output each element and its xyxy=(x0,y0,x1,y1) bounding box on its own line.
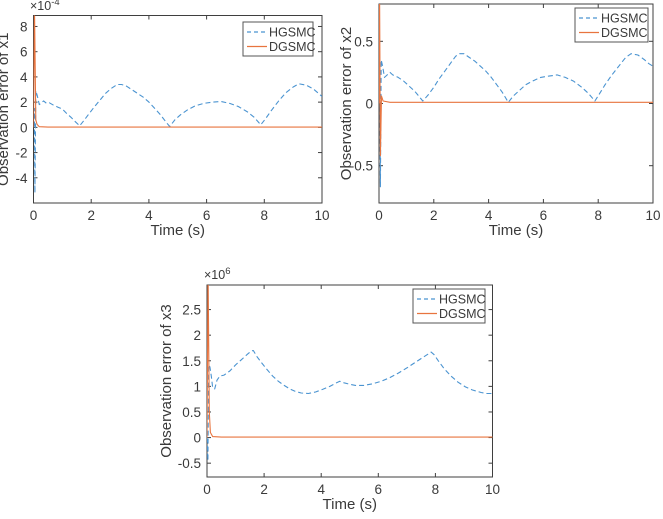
series-hgsmc-x3 xyxy=(207,349,493,462)
chart-x2: 0 2 4 6 8 10 -0.5 0 0.5 Time (s) Observation error… xyxy=(338,3,661,239)
y-tick-label: -0.5 xyxy=(178,456,201,471)
y-tick-label: 0 xyxy=(20,120,28,135)
x-tick-label: 8 xyxy=(432,482,440,497)
legend-label-dgsmc: DGSMC xyxy=(269,40,316,54)
series-dgsmc-x1 xyxy=(33,15,322,128)
y-tick-label: 0 xyxy=(193,431,201,446)
xlabel-x2: Time (s) xyxy=(489,222,543,239)
y-tick-label: 2 xyxy=(20,95,28,110)
y-tick-label: 8 xyxy=(20,19,28,34)
x-tick-label: 6 xyxy=(203,208,211,223)
y-tick-label: 2.5 xyxy=(182,303,201,318)
x-tick-label: 4 xyxy=(485,208,493,223)
x-tick-label: 6 xyxy=(540,208,548,223)
legend-label-dgsmc: DGSMC xyxy=(601,26,648,40)
y-tick-label: 0.5 xyxy=(354,34,373,49)
y-tick-label: 0 xyxy=(365,97,373,112)
ylabel-x1: Observation error of x1 xyxy=(0,33,12,186)
y-tick-label: 1 xyxy=(193,379,201,394)
x-tick-label: 2 xyxy=(260,482,268,497)
x-tick-label: 0 xyxy=(375,208,383,223)
series-dgsmc-x2 xyxy=(379,4,653,157)
y-tick-label: 0.5 xyxy=(182,405,201,420)
y-tick-label: 6 xyxy=(20,45,28,60)
y-tick-label: -2 xyxy=(15,146,27,161)
x-tick-label: 4 xyxy=(317,482,325,497)
x-tick-label: 10 xyxy=(485,482,500,497)
legend-label-hgsmc: HGSMC xyxy=(269,26,316,40)
x-tick-label: 10 xyxy=(314,208,329,223)
xlabel-x3: Time (s) xyxy=(323,496,377,513)
x-tick-label: 8 xyxy=(261,208,269,223)
y-tick-label: 4 xyxy=(20,70,28,85)
legend-label-dgsmc: DGSMC xyxy=(439,307,486,321)
x-tick-label: 8 xyxy=(594,208,602,223)
legend-label-hgsmc: HGSMC xyxy=(601,12,648,26)
y-tick-label: -4 xyxy=(15,171,27,186)
ylabel-x2: Observation error of x2 xyxy=(338,27,355,180)
series-dgsmc-x3 xyxy=(207,285,493,438)
y-tick-label: 2 xyxy=(193,328,201,343)
y-exponent-x3: ×106 xyxy=(204,266,231,282)
x-tick-label: 0 xyxy=(203,482,211,497)
legend-label-hgsmc: HGSMC xyxy=(439,293,486,307)
y-tick-label: 1.5 xyxy=(182,354,201,369)
chart-x1: 0 2 4 6 8 10 -4 -2 0 2 4 6 8 Time (s) Observation erro… xyxy=(0,0,330,239)
y-tick-label: -0.5 xyxy=(350,159,373,174)
ylabel-x3: Observation error of x3 xyxy=(158,304,175,457)
x-tick-label: 2 xyxy=(87,208,95,223)
series-hgsmc-x2 xyxy=(379,53,653,188)
x-tick-label: 2 xyxy=(430,208,438,223)
y-exponent-x1: ×10-4 xyxy=(30,0,60,13)
x-tick-label: 0 xyxy=(30,208,38,223)
xlabel-x1: Time (s) xyxy=(151,222,205,239)
x-tick-label: 6 xyxy=(375,482,383,497)
legend-box-x2 xyxy=(574,7,649,43)
series-hgsmc-x1 xyxy=(33,83,322,194)
legend-box-x1 xyxy=(242,21,314,57)
x-tick-label: 4 xyxy=(145,208,153,223)
x-tick-label: 10 xyxy=(645,208,660,223)
legend-box-x3 xyxy=(412,288,486,324)
